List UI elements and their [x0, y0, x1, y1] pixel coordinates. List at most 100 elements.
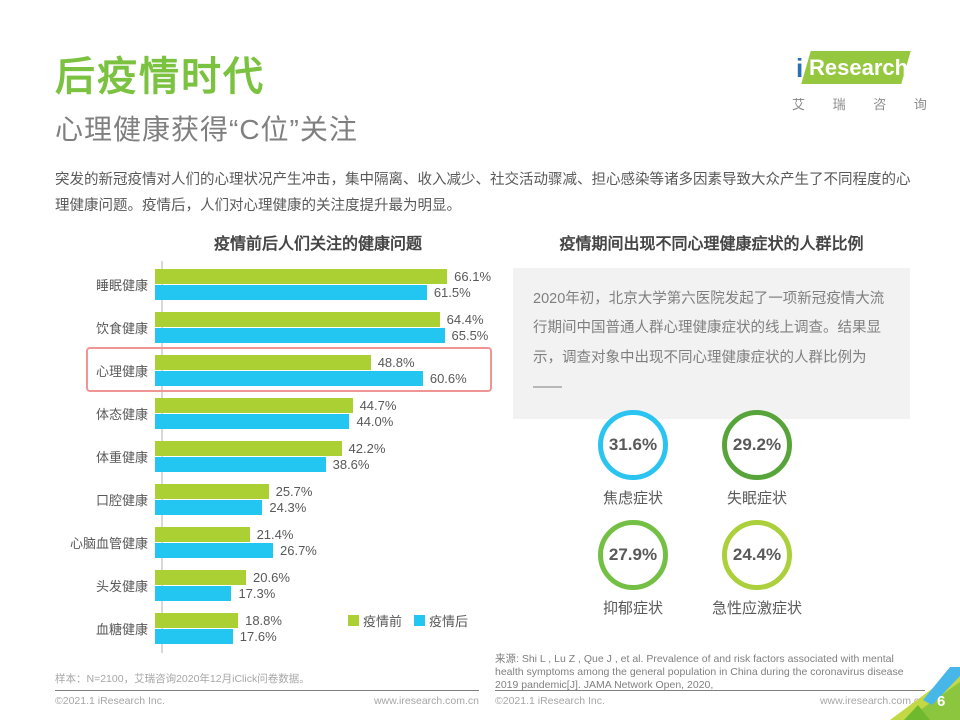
corner-decoration: 6	[890, 667, 960, 720]
bar-value-label: 64.4%	[446, 312, 484, 327]
bar-value-label: 60.6%	[429, 371, 467, 386]
bar-疫情后	[155, 543, 273, 558]
bar-疫情后	[155, 500, 263, 515]
bar-疫情后	[155, 414, 350, 429]
logo-chinese-name: 艾 瑞 咨 询	[792, 97, 939, 112]
legend-item: 疫情后	[414, 611, 468, 630]
bar-chart: 睡眠健康 66.1% 61.5% 饮食健康 64.4% 65.5% 心理健康 48.8% 60.…	[55, 228, 505, 658]
category-label: 体态健康	[95, 407, 148, 422]
symptom-label: 急性应激症状	[711, 600, 802, 617]
bar-group: 口腔健康 25.7% 24.3%	[55, 484, 505, 515]
bar-group: 睡眠健康 66.1% 61.5%	[55, 269, 505, 300]
website-link[interactable]: www.iresearch.com.cn	[819, 695, 925, 707]
bar-group: 体态健康 44.7% 44.0%	[55, 398, 505, 429]
symptom-indicator: 31.6% 焦虑症状	[571, 410, 695, 508]
symptom-label: 失眠症状	[726, 490, 787, 507]
percentage-ring: 24.4%	[722, 520, 792, 590]
bar-疫情前	[155, 355, 371, 370]
category-label: 血糖健康	[95, 622, 148, 637]
percentage-value: 31.6%	[608, 435, 658, 454]
copyright-text: ©2021.1 iResearch Inc.	[55, 695, 165, 707]
bar-疫情前	[155, 613, 239, 628]
percentage-ring: 29.2%	[722, 410, 792, 480]
legend-label: 疫情前	[363, 614, 403, 629]
footer-divider-left	[55, 690, 479, 691]
bar-value-label: 21.4%	[256, 527, 294, 542]
bar-value-label: 61.5%	[433, 285, 471, 300]
legend-label: 疫情后	[429, 614, 469, 629]
bar-疫情后	[155, 586, 232, 601]
bar-group: 心理健康 48.8% 60.6%	[55, 355, 505, 386]
intro-paragraph: 突发的新冠疫情对人们的心理状况产生冲击，集中隔离、收入减少、社交活动骤减、担心感…	[55, 172, 911, 214]
logo-wordmark-row: i Research	[792, 50, 911, 86]
percentage-value: 27.9%	[608, 545, 658, 564]
sample-note: 样本：N=2100，艾瑞咨询2020年12月iClick问卷数据。	[55, 673, 310, 685]
chart-legend: 疫情前 疫情后	[348, 611, 468, 630]
bar-chart-title: 疫情前后人们关注的健康问题	[213, 236, 422, 253]
category-label: 体重健康	[95, 450, 148, 465]
legend-swatch	[414, 615, 426, 626]
bar-疫情前	[155, 570, 247, 585]
bar-group: 饮食健康 64.4% 65.5%	[55, 312, 505, 343]
iresearch-logo: i Research 艾 瑞 咨 询	[792, 50, 939, 113]
bar-chart-section: 疫情前后人们关注的健康问题 睡眠健康 66.1% 61.5% 饮食健康 64.4% 65.…	[55, 228, 505, 658]
source-note: 来源: Shi L , Lu Z , Que J , et al. Preval…	[495, 653, 904, 692]
legend-item: 疫情前	[348, 611, 402, 630]
percentage-value: 29.2%	[732, 435, 782, 454]
bar-value-label: 17.3%	[238, 586, 276, 601]
bar-疫情前	[155, 312, 440, 327]
bar-疫情前	[155, 484, 269, 499]
category-label: 饮食健康	[95, 321, 148, 336]
corner-triangle-dark-green	[904, 705, 930, 720]
bar-value-label: 44.0%	[356, 414, 394, 429]
logo-letter-i: i	[796, 53, 804, 83]
page-subtitle: 心理健康获得“C位”关注	[55, 114, 358, 145]
symptoms-title: 疫情期间出现不同心理健康症状的人群比例	[559, 236, 864, 253]
category-label: 心理健康	[95, 364, 148, 379]
bar-疫情前	[155, 441, 342, 456]
category-label: 睡眠健康	[95, 278, 148, 293]
bar-group: 头发健康 20.6% 17.3%	[55, 570, 505, 601]
bar-疫情前	[155, 527, 250, 542]
percentage-ring: 31.6%	[598, 410, 668, 480]
bar-疫情后	[155, 629, 233, 644]
logo-wordmark: Research	[809, 55, 909, 80]
symptom-label: 抑郁症状	[602, 600, 663, 617]
category-label: 心脑血管健康	[69, 536, 148, 551]
bar-疫情后	[155, 371, 423, 386]
bar-value-label: 44.7%	[359, 398, 397, 413]
symptom-circles: 31.6% 焦虑症状 29.2% 失眠症状 27.9% 抑郁症状 24.4% 急性应激症状	[571, 410, 819, 618]
legend-swatch	[348, 615, 359, 626]
symptom-label: 焦虑症状	[602, 490, 663, 507]
symptom-indicator: 24.4% 急性应激症状	[695, 520, 819, 618]
bar-value-label: 42.2%	[348, 441, 386, 456]
bar-疫情后	[155, 328, 445, 343]
corner-triangle-blue	[923, 667, 960, 705]
bar-group: 心脑血管健康 21.4% 26.7%	[55, 527, 505, 558]
website-link[interactable]: www.iresearch.com.cn	[373, 695, 479, 707]
highlight-box	[86, 347, 492, 392]
percentage-ring: 27.9%	[598, 520, 668, 590]
bar-value-label: 65.5%	[451, 328, 489, 343]
symptom-indicator: 29.2% 失眠症状	[695, 410, 819, 508]
bar-value-label: 24.3%	[269, 500, 307, 515]
bar-group: 体重健康 42.2% 38.6%	[55, 441, 505, 472]
bar-value-label: 20.6%	[253, 570, 290, 585]
bar-疫情后	[155, 285, 427, 300]
page-number: 6	[937, 693, 945, 710]
copyright-text: ©2021.1 iResearch Inc.	[495, 695, 605, 707]
footer-left: ©2021.1 iResearch Inc. www.iresearch.com…	[55, 695, 479, 707]
bar-chart-rows: 睡眠健康 66.1% 61.5% 饮食健康 64.4% 65.5% 心理健康 48.8% 60.…	[55, 269, 505, 656]
bar-value-label: 17.6%	[239, 629, 277, 644]
bar-value-label: 38.6%	[332, 457, 370, 472]
bar-疫情前	[155, 398, 353, 413]
bar-value-label: 18.8%	[245, 613, 282, 628]
bar-value-label: 66.1%	[454, 269, 492, 284]
footer-divider-right	[495, 690, 925, 691]
survey-infobox: 2020年初，北京大学第六医院发起了一项新冠疫情大流行期间中国普通人群心理健康症…	[513, 268, 910, 420]
bar-value-label: 25.7%	[275, 484, 313, 499]
bar-group: 血糖健康 18.8% 17.6%	[55, 613, 505, 644]
percentage-value: 24.4%	[732, 545, 782, 564]
bar-疫情前	[155, 269, 448, 284]
